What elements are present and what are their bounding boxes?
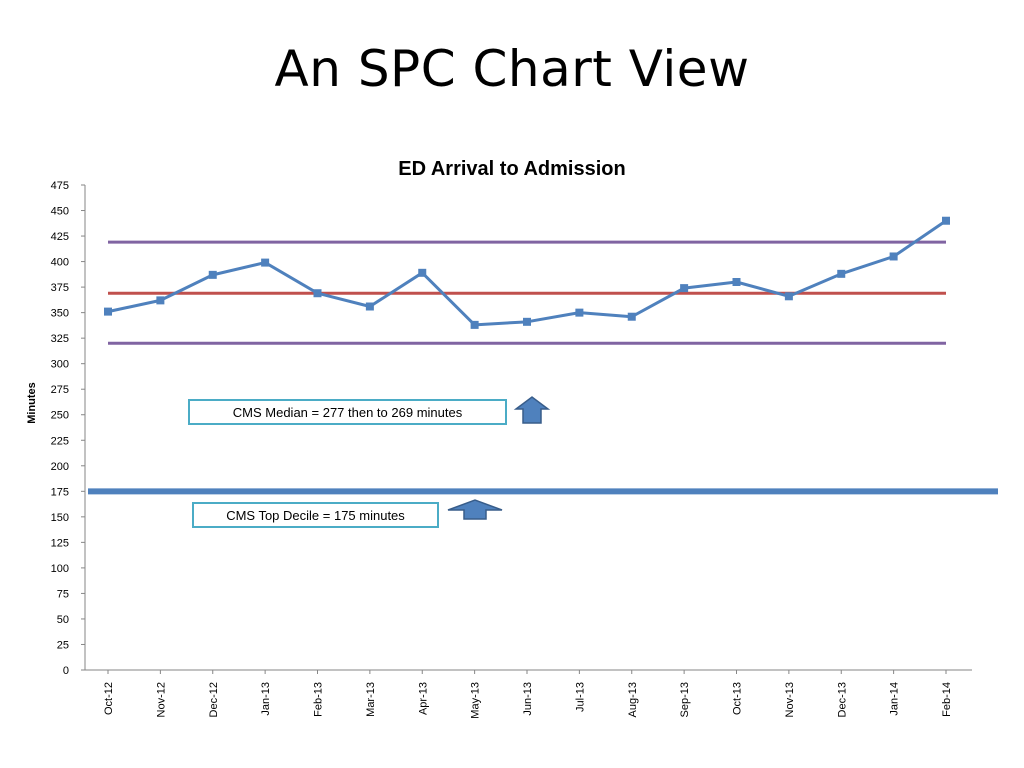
y-tick-label: 275 — [51, 384, 69, 396]
data-point-marker — [942, 216, 950, 225]
data-point-marker — [261, 258, 270, 267]
x-tick-label: Nov-12 — [155, 682, 167, 717]
cms-median-box: CMS Median = 277 then to 269 minutes — [188, 399, 507, 425]
x-tick-label: Mar-13 — [365, 682, 377, 717]
x-tick-label: Aug-13 — [627, 682, 639, 717]
y-tick-label: 100 — [51, 563, 69, 575]
data-point-marker — [104, 307, 112, 316]
data-point-marker — [313, 289, 322, 298]
reference-lines — [88, 240, 998, 495]
x-tick-label: Apr-13 — [417, 682, 429, 715]
x-tick-label: May-13 — [470, 682, 482, 719]
data-point-marker — [575, 308, 584, 317]
x-tick-label: Jan-14 — [889, 682, 901, 716]
x-tick-label: Nov-13 — [784, 682, 796, 717]
up-arrow-icon — [513, 396, 551, 424]
data-point-marker — [784, 292, 793, 301]
y-axis-label: Minutes — [26, 382, 38, 424]
data-point-marker — [156, 296, 165, 305]
y-tick-label: 0 — [63, 665, 69, 677]
data-point-marker — [680, 284, 689, 293]
y-tick-label: 325 — [51, 333, 69, 345]
x-tick-label: Dec-12 — [208, 682, 220, 717]
x-tick-label: Oct-12 — [103, 682, 115, 715]
y-axis-ticks: 0 25 50 75 100 125 150 175 200 225 250 275 300 325 350… — [51, 180, 85, 677]
y-tick-label: 250 — [51, 410, 69, 422]
x-tick-label: Sep-13 — [679, 682, 691, 717]
y-tick-label: 400 — [51, 257, 69, 269]
x-tick-label: Feb-13 — [313, 682, 325, 717]
series-group — [104, 216, 950, 329]
data-point-marker — [208, 270, 217, 279]
x-tick-label: Dec-13 — [836, 682, 848, 717]
x-tick-label: Jun-13 — [522, 682, 534, 716]
x-tick-label: Oct-13 — [732, 682, 744, 715]
chart-title: ED Arrival to Admission — [398, 158, 625, 180]
x-tick-label: Jan-13 — [260, 682, 272, 716]
x-tick-label: Feb-14 — [941, 682, 953, 717]
data-point-marker — [837, 269, 846, 278]
y-tick-label: 50 — [57, 614, 69, 626]
cms-top-decile-box: CMS Top Decile = 175 minutes — [192, 502, 439, 528]
y-tick-label: 225 — [51, 435, 69, 447]
up-arrow-icon — [447, 499, 503, 520]
data-point-marker — [418, 268, 427, 277]
y-tick-label: 475 — [51, 180, 69, 192]
data-point-marker — [523, 317, 531, 326]
y-tick-label: 375 — [51, 282, 69, 294]
data-point-marker — [470, 320, 479, 329]
y-tick-label: 150 — [51, 512, 69, 524]
y-tick-label: 75 — [57, 588, 69, 600]
slide-title: An SPC Chart View — [274, 40, 750, 98]
y-tick-label: 25 — [57, 639, 69, 651]
x-axis-ticks: Oct-12 Nov-12 Dec-12 Jan-13 Feb-13 Mar-13 Apr-… — [103, 670, 953, 719]
y-tick-label: 175 — [51, 486, 69, 498]
data-point-marker — [732, 278, 741, 286]
annotation-arrows — [447, 396, 551, 520]
y-tick-label: 300 — [51, 359, 69, 371]
series-line — [107, 219, 947, 327]
y-tick-label: 125 — [51, 537, 69, 549]
x-tick-label: Jul-13 — [574, 682, 586, 712]
data-point-marker — [365, 302, 374, 311]
y-tick-label: 450 — [51, 206, 69, 218]
data-point-marker — [627, 312, 636, 321]
data-point-marker — [889, 252, 898, 261]
y-tick-label: 200 — [51, 461, 69, 473]
y-tick-label: 350 — [51, 308, 69, 320]
y-tick-label: 425 — [51, 231, 69, 243]
